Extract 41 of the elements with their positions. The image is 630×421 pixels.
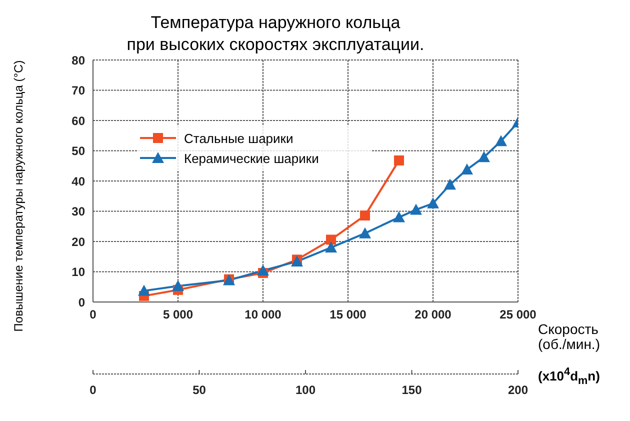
x2-tick-label: 0 [90,383,97,397]
y-tick-label: 30 [72,204,86,219]
point [172,280,184,291]
point [325,242,337,253]
point [410,204,422,215]
legend-label: Керамические шарики [184,150,319,166]
y-tick-label: 60 [72,114,86,128]
y-tick-label: 10 [72,265,86,280]
point [478,151,490,162]
legend-label: Стальные шарики [184,130,294,146]
y-tick-label: 20 [72,234,86,249]
point [461,164,473,175]
point [138,284,150,296]
point [444,178,456,190]
x-tick-label: 5 000 [162,308,194,322]
point [359,227,371,238]
x-tick-label: 0 [90,308,97,322]
y-tick-label: 0 [78,295,86,310]
y-tick-label: 80 [72,53,86,68]
chart-title: Температура наружного кольца при высоких скоростях эксплуатации. [126,13,424,54]
y-axis-title: Повышение температуры наружного кольца (°C) [12,60,26,332]
point [326,234,336,245]
x2-tick-label: 100 [295,383,316,397]
x2-tick-label: 50 [192,383,206,397]
point [394,155,404,166]
x-axis-title: Скорость (об./мин.) [538,321,600,352]
x2-tick-label: 150 [402,383,422,397]
point [360,210,370,220]
x-tick-label: 15 000 [330,308,367,322]
x2-axis-title: (x10$^{4}$d$_{m}$n) [538,366,600,387]
y-tick-label: 50 [72,144,86,158]
x2-tick-label: 200 [508,383,528,397]
y-tick-label: 40 [72,174,86,188]
x-tick-label: 25 000 [500,308,537,322]
point [427,197,439,208]
point [257,264,269,276]
y-tick-label: 70 [72,84,86,98]
point [495,135,507,146]
x-tick-label: 20 000 [414,308,452,322]
x-tick-label: 10 000 [244,308,282,322]
point [393,211,405,222]
